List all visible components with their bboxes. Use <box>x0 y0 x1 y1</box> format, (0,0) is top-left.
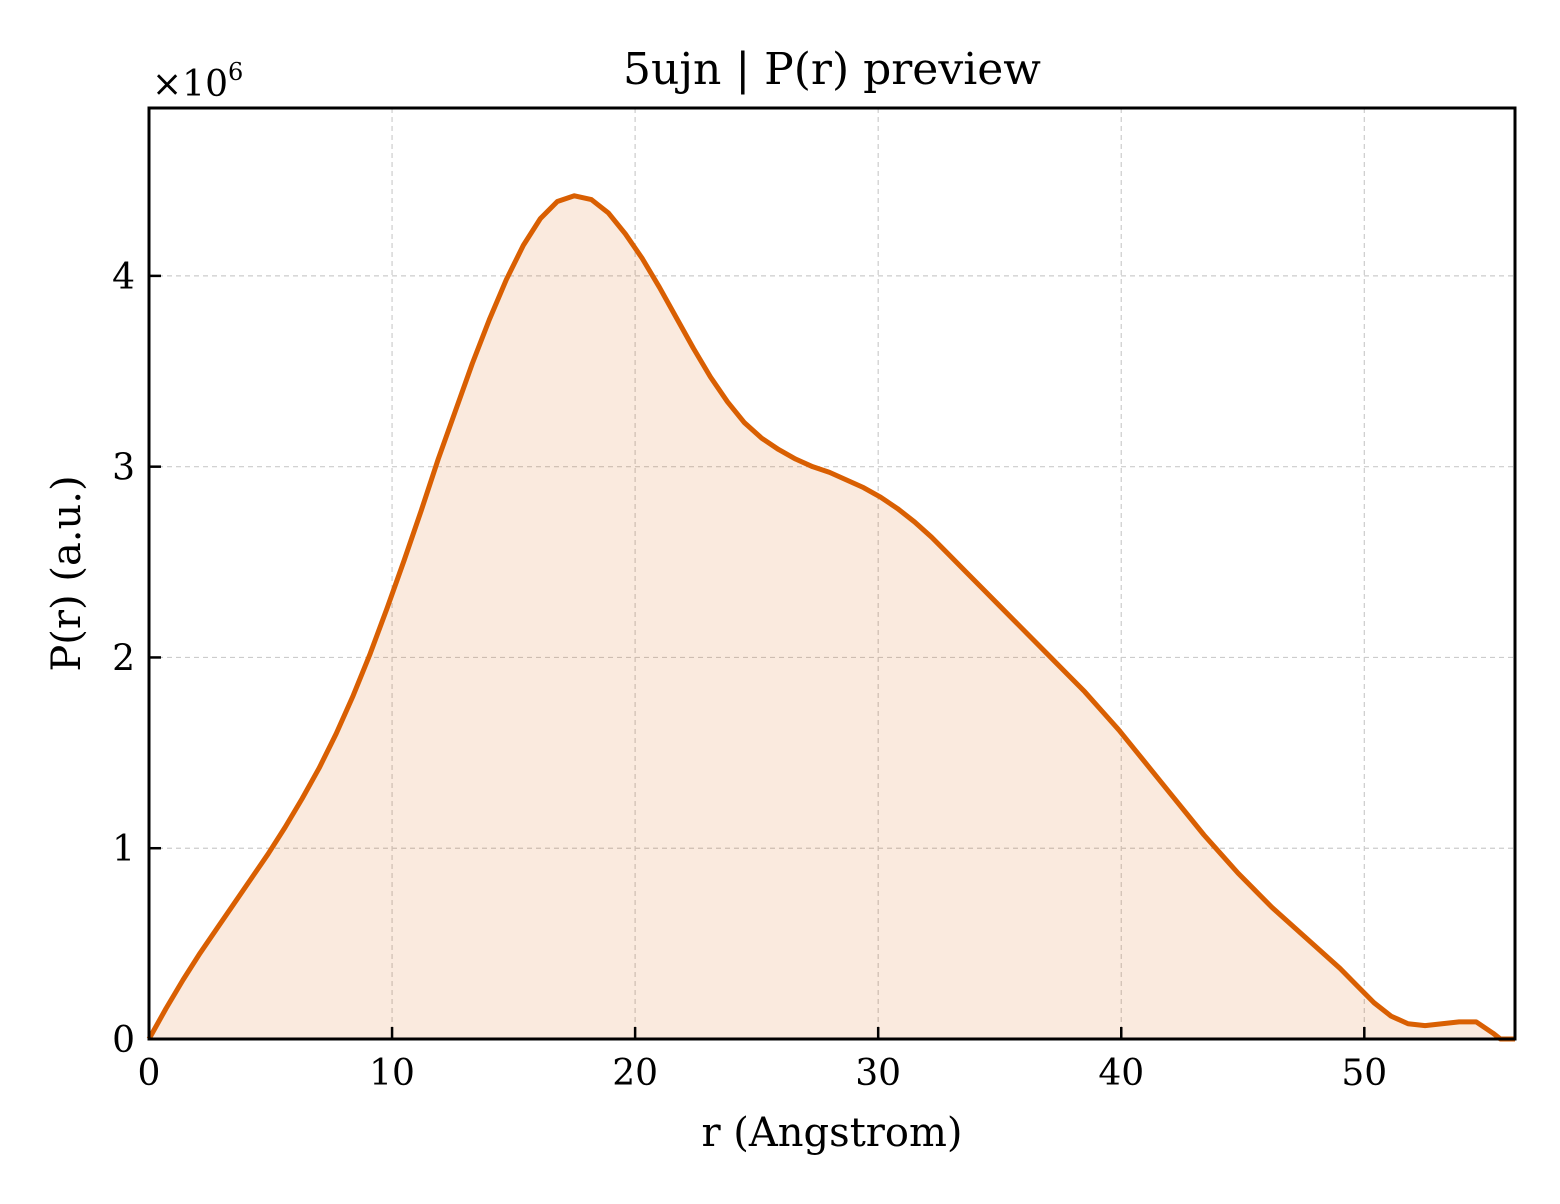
x-tick-label: 40 <box>1098 1053 1144 1094</box>
y-multiplier-exponent: 6 <box>228 58 243 86</box>
y-axis-label: P(r) (a.u.) <box>44 475 90 671</box>
y-tick-label: 4 <box>112 257 135 298</box>
x-tick-label: 50 <box>1341 1053 1387 1094</box>
x-tick-label: 30 <box>855 1053 901 1094</box>
grid-layer <box>149 108 1515 1039</box>
y-axis-multiplier: ×106 <box>152 58 243 105</box>
y-tick-label: 1 <box>112 829 135 870</box>
x-tick-label: 20 <box>612 1053 658 1094</box>
chart-title: 5ujn | P(r) preview <box>623 44 1041 95</box>
pr-area-fill <box>149 195 1515 1039</box>
pr-series-line <box>146 193 1515 1042</box>
y-multiplier-base: ×10 <box>152 64 228 105</box>
ticks-layer: 0 10 20 30 40 50 0 1 2 3 4 <box>112 257 1387 1094</box>
y-tick-label: 0 <box>112 1020 135 1061</box>
plot-frame <box>147 106 1517 1041</box>
y-tick-label: 3 <box>112 448 135 489</box>
y-tick-label: 2 <box>112 638 135 679</box>
x-tick-label: 0 <box>138 1053 161 1094</box>
x-tick-label: 10 <box>369 1053 415 1094</box>
x-axis-label: r (Angstrom) <box>701 1110 962 1156</box>
